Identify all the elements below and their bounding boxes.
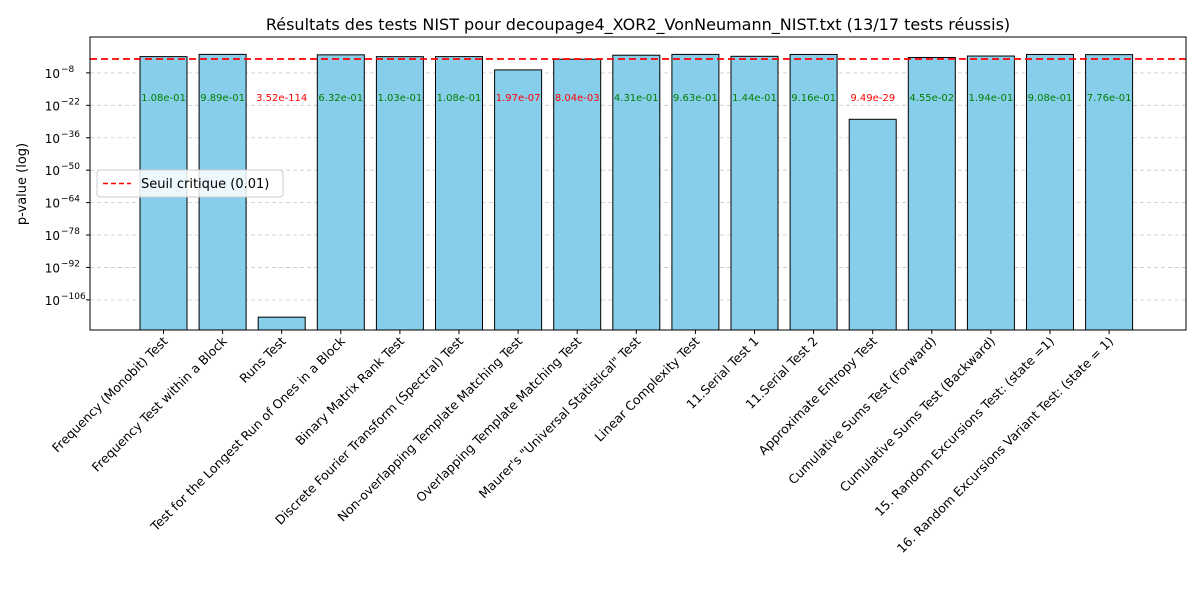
y-tick-exponent: −78 xyxy=(61,227,80,237)
x-tick-label: Linear Complexity Test xyxy=(591,333,702,444)
bar xyxy=(257,316,306,331)
value-label: 9.49e-29 xyxy=(850,93,895,104)
x-tick-label: Frequency (Monobit) Test xyxy=(49,333,171,455)
x-tick-label: Runs Test xyxy=(236,333,288,385)
legend: Seuil critique (0.01) xyxy=(96,169,284,198)
value-label: 1.08e-01 xyxy=(141,93,186,104)
y-tick-exponent: −64 xyxy=(61,195,80,205)
y-tick-exponent: −22 xyxy=(61,97,80,107)
value-label: 1.44e-01 xyxy=(732,93,777,104)
y-tick-label: 10 xyxy=(45,261,60,275)
y-tick-label: 10 xyxy=(45,164,60,178)
value-label: 1.08e-01 xyxy=(437,93,482,104)
value-label: 3.52e-114 xyxy=(256,93,307,104)
bar xyxy=(966,55,1015,331)
bar xyxy=(848,118,897,331)
bar xyxy=(435,56,483,331)
y-axis-label: p-value (log) xyxy=(15,143,30,225)
y-tick-label: 10 xyxy=(45,132,60,146)
y-tick-label: 10 xyxy=(45,197,60,211)
y-tick-exponent: −36 xyxy=(61,130,80,140)
bar xyxy=(1026,53,1074,331)
x-tick-label: Binary Matrix Rank Test xyxy=(292,333,407,448)
y-tick-exponent: −50 xyxy=(61,162,80,172)
bar xyxy=(730,55,779,331)
value-label: 9.16e-01 xyxy=(791,93,836,104)
chart-title: Résultats des tests NIST pour decoupage4… xyxy=(266,15,1010,35)
x-tick-label: 16. Random Excursions Variant Test: (sta… xyxy=(894,334,1116,556)
value-label: 9.63e-01 xyxy=(673,93,718,104)
value-label: 8.04e-03 xyxy=(555,93,600,104)
value-label: 4.55e-02 xyxy=(909,93,954,104)
y-tick-label: 10 xyxy=(45,294,60,308)
legend-box xyxy=(96,169,284,198)
bar xyxy=(671,53,720,331)
value-label: 9.08e-01 xyxy=(1028,93,1073,104)
bar xyxy=(789,53,838,331)
value-label: 4.31e-01 xyxy=(614,93,659,104)
value-label: 1.94e-01 xyxy=(969,93,1014,104)
value-label: 1.03e-01 xyxy=(378,93,423,104)
y-tick-label: 10 xyxy=(45,67,60,81)
y-tick-exponent: −92 xyxy=(61,259,80,269)
value-label: 6.32e-01 xyxy=(318,93,363,104)
bar xyxy=(494,69,543,331)
y-tick-exponent: −106 xyxy=(61,292,86,302)
value-label: 9.89e-01 xyxy=(200,93,245,104)
x-tick-label: Approximate Entropy Test xyxy=(755,333,880,458)
y-tick-label: 10 xyxy=(45,99,60,113)
value-labels: 1.08e-01 9.89e-01 3.52e-114 6.32e-01 1.03e-0… xyxy=(141,93,1131,104)
y-tick-label: 10 xyxy=(45,229,60,243)
bar xyxy=(375,56,424,331)
y-tick-exponent: −8 xyxy=(61,65,75,75)
bar xyxy=(1085,54,1134,331)
value-label: 1.97e-07 xyxy=(496,93,541,104)
bar xyxy=(316,54,365,331)
bar xyxy=(612,54,661,331)
legend-threshold-label: Seuil critique (0.01) xyxy=(141,177,269,192)
value-label: 7.76e-01 xyxy=(1087,93,1132,104)
plot-frame xyxy=(89,36,1187,331)
bar xyxy=(907,56,956,331)
